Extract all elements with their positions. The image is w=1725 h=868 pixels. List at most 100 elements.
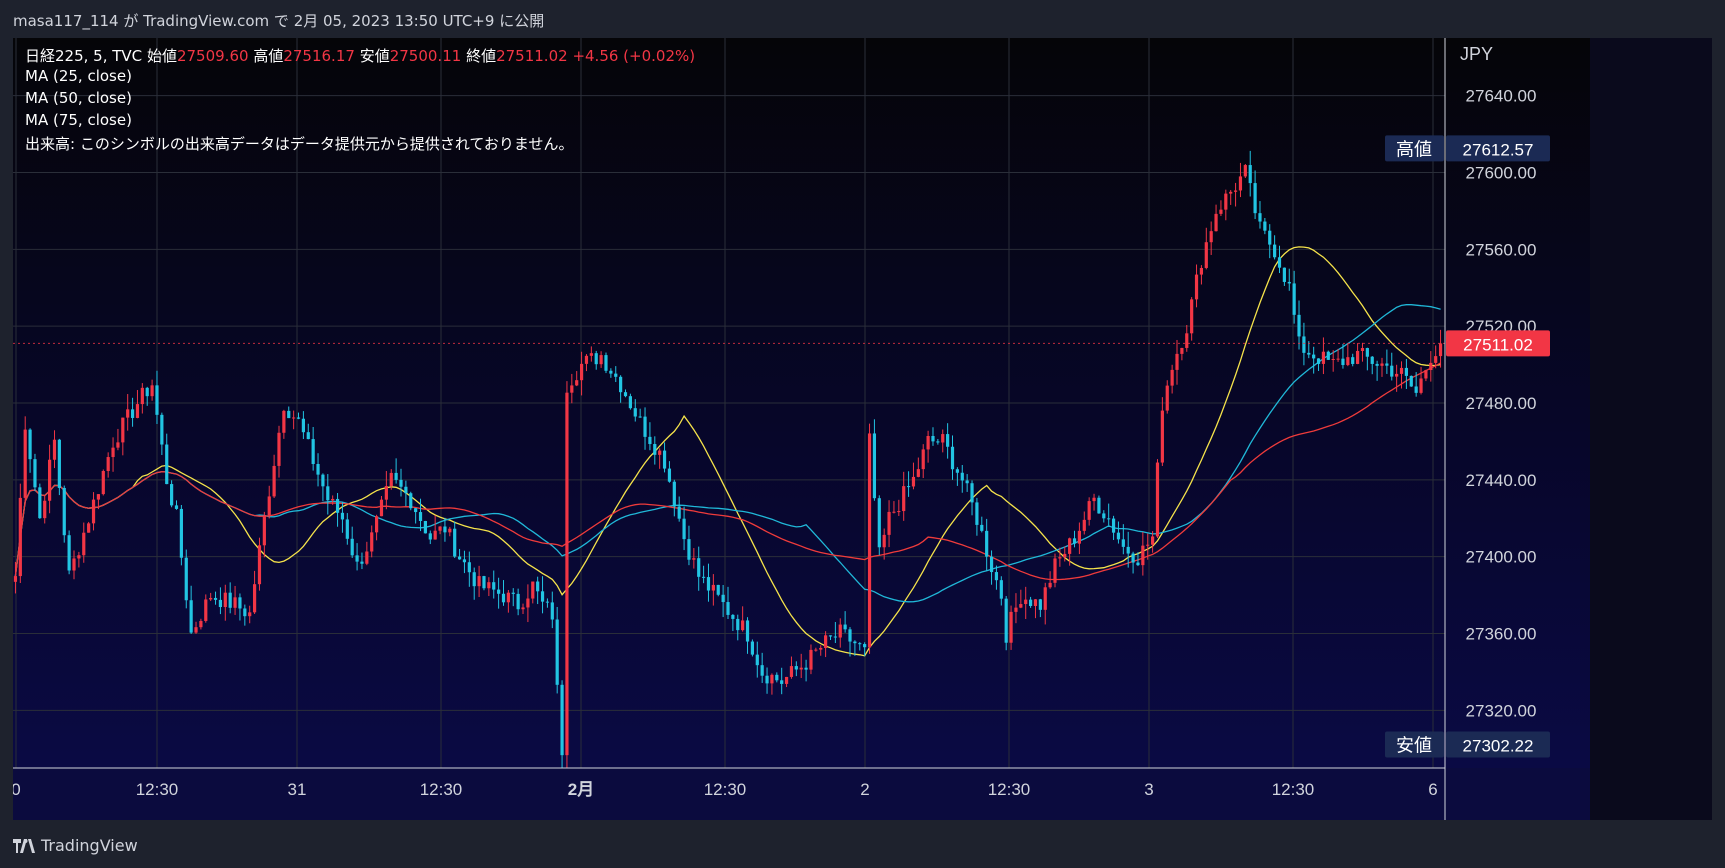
candle-body [633,408,637,417]
candle-body [521,607,525,610]
candle-body [1043,587,1047,610]
price-tick-label: 27480.00 [1466,394,1537,413]
candle-body [1321,351,1326,364]
candle-body [975,502,979,525]
candle-body [867,433,872,648]
candle-body [62,487,66,536]
time-axis-background [13,768,1590,820]
candle-body [106,457,110,471]
candle-body [370,532,374,552]
legend-ma75[interactable]: MA (75, close) [25,111,132,129]
candle-body [550,602,554,620]
candle-body [619,376,623,393]
candle-body [516,593,520,610]
symbol-label[interactable]: 日経225, 5, TVC [25,47,143,65]
candle-body [653,444,657,455]
candle-body [833,636,837,638]
candle-body [18,497,22,577]
candle-body [453,528,457,557]
candle-body [1404,367,1408,376]
candle-body [579,363,584,381]
low-marker-label: 安値 [1396,736,1432,757]
candle-body [814,649,818,651]
candle-body [701,576,706,578]
legend-ma50[interactable]: MA (50, close) [25,89,132,107]
candle-body [1438,343,1443,357]
time-tick-label: 12:30 [1272,780,1315,799]
candle-body [1009,611,1013,643]
open-value: 27509.60 [176,47,249,65]
candle-body [33,459,37,488]
candle-body [1277,257,1282,268]
candle-body [643,416,647,437]
candle-body [877,498,881,548]
candlesticks [13,150,1443,768]
candle-body [126,409,130,418]
candle-body [150,385,154,397]
candle-body [950,446,955,470]
candle-body [662,450,667,469]
candle-body [428,533,432,540]
candle-body [326,486,330,501]
time-tick-label: 0 [13,780,21,799]
legend-ma25[interactable]: MA (25, close) [25,67,132,85]
candle-body [1414,386,1418,393]
low-marker-value: 27302.22 [1463,737,1534,756]
candle-body [96,494,101,500]
candle-body [604,355,608,371]
candle-body [1292,283,1296,315]
currency-label: JPY [1460,44,1493,64]
candle-body [1268,230,1272,245]
candle-body [609,370,613,374]
candle-body [911,476,916,487]
candle-body [423,521,428,534]
high-label: 高値 [253,47,284,65]
candle-body [497,589,501,594]
candle-body [1214,213,1218,232]
candle-body [272,465,276,497]
tradingview-logo-icon[interactable] [13,838,35,853]
candle-body [1151,536,1155,545]
candle-body [1048,582,1052,588]
candle-body [1194,274,1199,300]
candle-body [897,511,901,513]
candle-body [1209,231,1213,243]
candle-body [1302,336,1306,353]
candle-body [1238,176,1243,191]
candle-body [23,429,27,498]
candle-body [672,481,676,507]
candle-body [531,581,535,599]
candle-body [1058,557,1062,559]
candle-body [584,355,589,364]
candle-body [799,667,803,670]
price-tick-label: 27440.00 [1466,471,1537,490]
candle-body [682,518,686,540]
candle-body [1253,183,1257,214]
candle-body [321,474,325,487]
candle-body [1355,350,1360,364]
candle-body [1155,462,1160,537]
candle-body [179,508,183,558]
candle-body [1307,352,1311,355]
high-marker-label: 高値 [1396,139,1432,160]
candle-body [160,414,164,445]
candle-body [472,572,476,587]
candle-body [145,387,149,397]
candle-body [116,442,120,448]
candle-body [1082,519,1086,531]
candle-body [418,512,423,522]
candle-body [223,592,227,608]
chart-frame[interactable]: 27640.00 27600.00 27560.00 27520.00 27480.00… [13,38,1712,820]
candle-body [965,480,969,484]
candle-body [111,447,115,458]
candle-body [1326,351,1330,360]
candle-body [853,641,857,644]
candle-body [1336,358,1340,360]
high-marker-value-box [1446,135,1550,162]
price-tick-label: 27320.00 [1466,701,1537,720]
low-marker-label-box [1385,731,1444,758]
candle-body [1399,367,1404,374]
candle-body [863,644,867,648]
candle-body [1068,538,1072,554]
candle-body [1370,356,1374,364]
